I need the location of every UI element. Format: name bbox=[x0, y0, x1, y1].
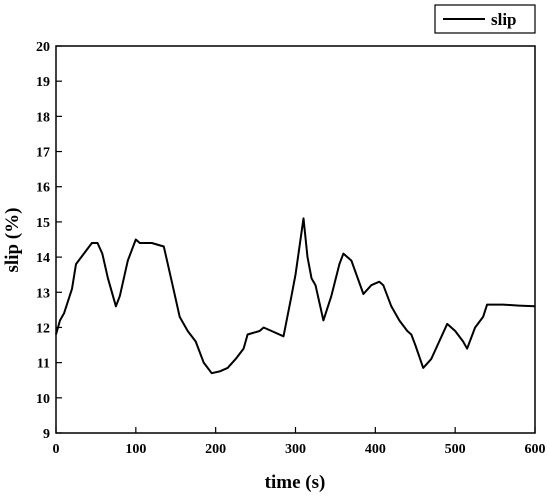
data-line bbox=[55, 217, 536, 375]
x-tick-label: 300 bbox=[285, 442, 306, 457]
y-tick-label: 19 bbox=[36, 75, 50, 90]
y-axis-label: slip (%) bbox=[2, 208, 23, 273]
y-tick-label: 9 bbox=[43, 427, 50, 442]
legend-label: slip bbox=[491, 10, 517, 29]
y-tick-label: 11 bbox=[37, 357, 50, 372]
x-axis-label: time (s) bbox=[265, 472, 326, 493]
y-tick-label: 17 bbox=[36, 146, 50, 161]
y-tick-label: 15 bbox=[36, 216, 50, 231]
x-tick-label: 400 bbox=[365, 442, 386, 457]
plot-frame bbox=[55, 45, 536, 434]
y-tick-label: 18 bbox=[36, 110, 50, 125]
x-tick-label: 200 bbox=[205, 442, 226, 457]
x-tick-label: 500 bbox=[445, 442, 466, 457]
x-tick-label: 600 bbox=[525, 442, 546, 457]
x-tick-label: 100 bbox=[125, 442, 146, 457]
x-tick-label: 0 bbox=[53, 442, 60, 457]
y-tick-label: 12 bbox=[36, 321, 50, 336]
y-tick-label: 14 bbox=[36, 251, 50, 266]
y-tick-label: 13 bbox=[36, 286, 50, 301]
y-tick-label: 20 bbox=[36, 40, 50, 55]
y-tick-label: 10 bbox=[36, 392, 50, 407]
y-tick-label: 16 bbox=[36, 181, 50, 196]
